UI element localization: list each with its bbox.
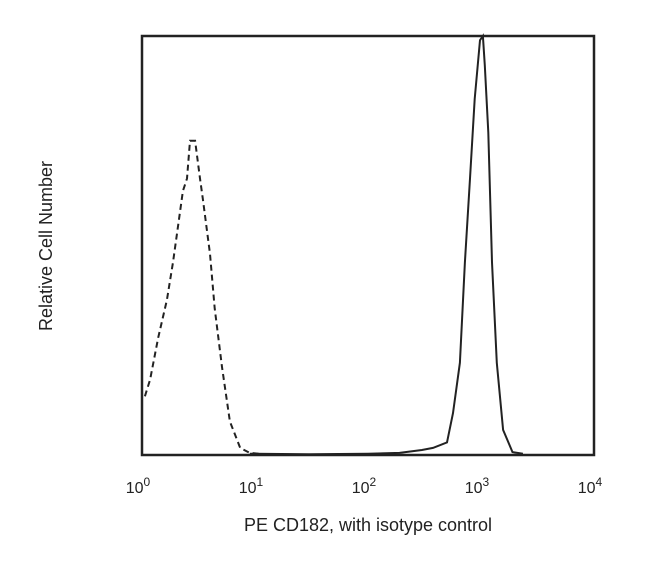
x-tick-label: 101 (239, 475, 264, 497)
x-tick-labels: 100 101 102 103 104 (126, 475, 603, 497)
x-tick-label: 100 (126, 475, 151, 497)
series-layer (143, 33, 524, 456)
pe-cd182-curve (249, 33, 524, 456)
tick-base: 10 (578, 480, 596, 497)
tick-base: 10 (352, 480, 370, 497)
plot-frame (140, 34, 596, 457)
tick-exponent: 4 (596, 475, 603, 489)
tick-exponent: 0 (144, 475, 151, 489)
x-tick-label: 102 (352, 475, 377, 497)
tick-exponent: 3 (483, 475, 490, 489)
x-tick-label: 104 (578, 475, 603, 497)
y-axis-label: Relative Cell Number (36, 161, 56, 331)
x-tick-label: 103 (465, 475, 490, 497)
isotype-control-curve (143, 139, 290, 456)
tick-base: 10 (126, 480, 144, 497)
x-axis-label: PE CD182, with isotype control (244, 515, 492, 535)
tick-exponent: 2 (370, 475, 377, 489)
tick-base: 10 (465, 480, 483, 497)
tick-base: 10 (239, 480, 257, 497)
tick-exponent: 1 (257, 475, 264, 489)
